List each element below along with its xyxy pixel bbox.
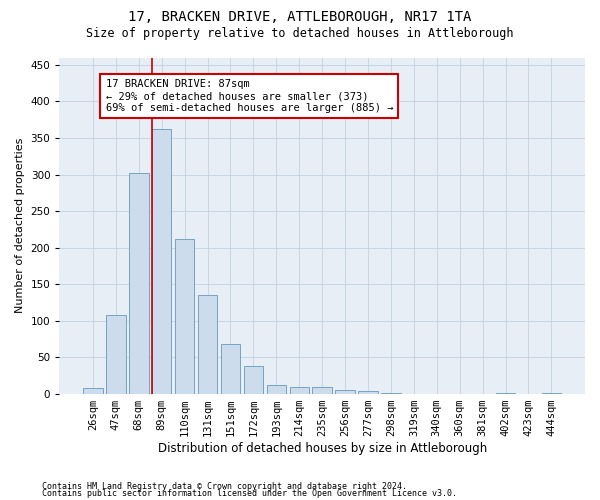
Bar — [221, 344, 240, 394]
Text: 17, BRACKEN DRIVE, ATTLEBOROUGH, NR17 1TA: 17, BRACKEN DRIVE, ATTLEBOROUGH, NR17 1T… — [128, 10, 472, 24]
Text: 17 BRACKEN DRIVE: 87sqm
← 29% of detached houses are smaller (373)
69% of semi-d: 17 BRACKEN DRIVE: 87sqm ← 29% of detache… — [106, 80, 393, 112]
Bar — [496, 392, 515, 394]
Text: Contains HM Land Registry data © Crown copyright and database right 2024.: Contains HM Land Registry data © Crown c… — [42, 482, 407, 491]
Bar — [313, 388, 332, 394]
Bar — [198, 294, 217, 394]
Bar — [542, 392, 561, 394]
Text: Size of property relative to detached houses in Attleborough: Size of property relative to detached ho… — [86, 28, 514, 40]
Bar — [83, 388, 103, 394]
Bar — [175, 239, 194, 394]
Bar — [129, 173, 149, 394]
Bar — [152, 129, 172, 394]
Text: Contains public sector information licensed under the Open Government Licence v3: Contains public sector information licen… — [42, 490, 457, 498]
Bar — [106, 315, 125, 394]
Bar — [381, 392, 401, 394]
Bar — [290, 387, 309, 394]
Bar — [266, 384, 286, 394]
X-axis label: Distribution of detached houses by size in Attleborough: Distribution of detached houses by size … — [158, 442, 487, 455]
Bar — [358, 391, 378, 394]
Bar — [244, 366, 263, 394]
Y-axis label: Number of detached properties: Number of detached properties — [15, 138, 25, 314]
Bar — [335, 390, 355, 394]
